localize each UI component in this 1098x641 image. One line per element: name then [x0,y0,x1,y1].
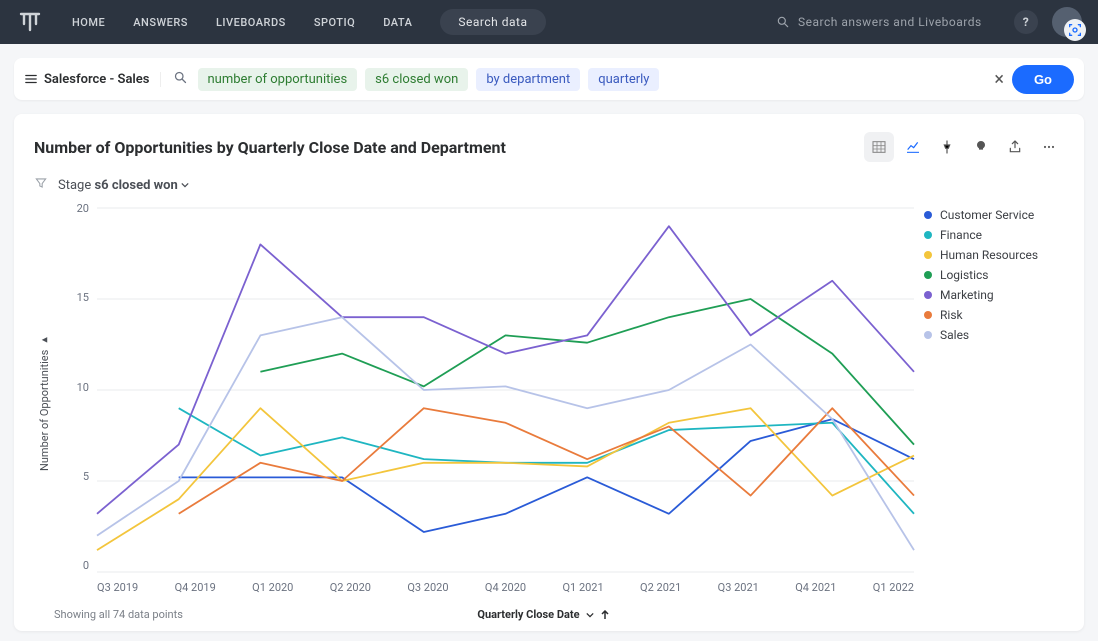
nav-liveboards[interactable]: LIVEBOARDS [216,16,286,29]
nav-links: HOME ANSWERS LIVEBOARDS SPOTIQ DATA [72,16,412,29]
line-chart-svg [51,202,1064,602]
answer-card: Number of Opportunities by Quarterly Clo… [14,114,1084,631]
search-icon [776,15,790,29]
go-button[interactable]: Go [1012,65,1074,94]
nav-spotiq[interactable]: SPOTIQ [314,16,355,29]
legend-item[interactable]: Sales [924,328,1064,342]
top-nav: HOME ANSWERS LIVEBOARDS SPOTIQ DATA Search d… [0,0,1098,44]
datasource-icon [24,72,38,86]
legend-item[interactable]: Risk [924,308,1064,322]
sort-asc-icon [600,610,610,620]
chart-area: Number of Opportunities ▸ 20151050 Q3 20… [34,202,1064,602]
brand-logo[interactable] [16,8,44,36]
search-chip[interactable]: s6 closed won [365,68,468,91]
datasource-picker[interactable]: Salesforce - Sales [24,72,161,87]
table-view-button[interactable] [864,132,894,162]
nav-data[interactable]: DATA [383,16,412,29]
filter-icon [34,176,48,194]
global-search-placeholder: Search answers and Liveboards [798,15,982,29]
legend-item[interactable]: Marketing [924,288,1064,302]
right-rail [1092,114,1098,234]
screenshot-icon[interactable] [1064,19,1086,41]
clear-search-button[interactable]: × [986,69,1012,90]
card-toolbar [864,132,1064,162]
search-chip[interactable]: number of opportunities [198,68,358,91]
legend-item[interactable]: Finance [924,228,1064,242]
share-button[interactable] [1000,132,1030,162]
global-search[interactable]: Search answers and Liveboards [776,15,996,29]
stage-filter[interactable]: Stage s6 closed won [58,178,189,193]
nav-home[interactable]: HOME [72,16,105,29]
spotiq-button[interactable] [966,132,996,162]
user-avatar[interactable] [1052,7,1082,37]
card-title: Number of Opportunities by Quarterly Clo… [34,138,506,157]
chevron-down-icon [181,181,189,189]
chart-legend: Customer Service Finance Human Resources Lo… [924,208,1064,348]
chart-plot[interactable]: 20151050 Q3 2019Q4 2019Q1 2020Q2 2020Q3 … [51,202,1064,602]
more-menu-button[interactable] [1034,132,1064,162]
chart-view-button[interactable] [898,132,928,162]
filter-row: Stage s6 closed won [14,162,1084,194]
legend-item[interactable]: Logistics [924,268,1064,282]
legend-item[interactable]: Customer Service [924,208,1064,222]
help-button[interactable]: ? [1014,10,1038,34]
datapoint-count: Showing all 74 data points [54,608,183,621]
search-chip[interactable]: quarterly [588,68,659,91]
y-axis-title[interactable]: Number of Opportunities ▸ [34,334,51,471]
search-chip[interactable]: by department [476,68,580,91]
datasource-label: Salesforce - Sales [44,72,150,87]
search-icon [173,70,188,89]
x-axis-title[interactable]: Quarterly Close Date [477,608,609,621]
card-footer: Showing all 74 data points Quarterly Clo… [14,602,1084,621]
x-axis-labels: Q3 2019Q4 2019Q1 2020Q2 2020Q3 2020Q4 20… [97,581,914,594]
search-bar: Salesforce - Sales number of opportuniti… [14,58,1084,100]
search-chips: number of opportunities s6 closed won by d… [198,68,660,91]
search-data-pill[interactable]: Search data [440,9,545,35]
legend-item[interactable]: Human Resources [924,248,1064,262]
pin-button[interactable] [932,132,962,162]
nav-answers[interactable]: ANSWERS [133,16,188,29]
chevron-down-icon [586,611,594,619]
